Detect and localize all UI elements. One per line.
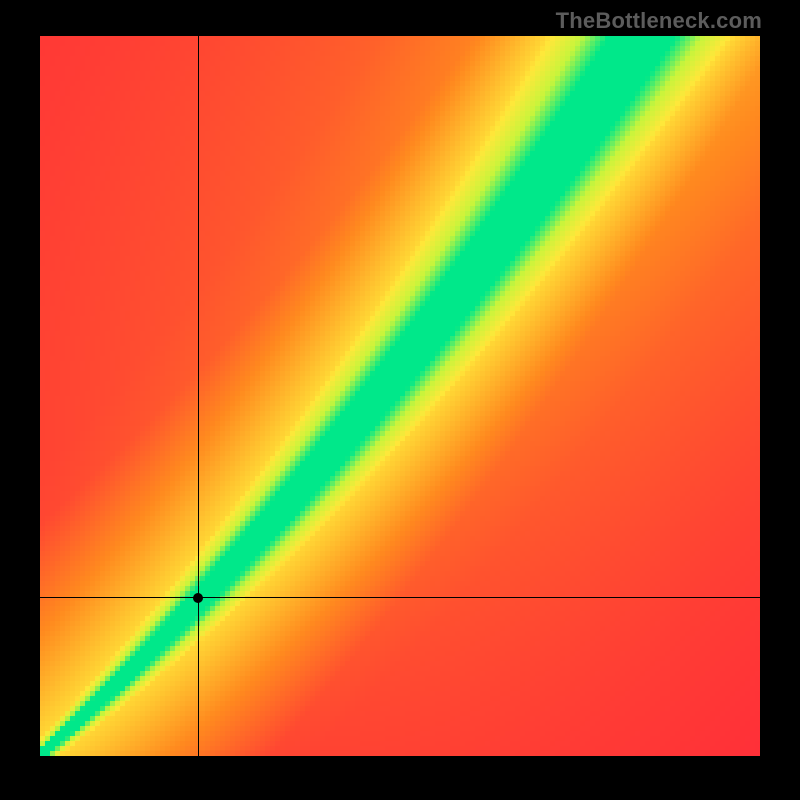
crosshair-dot <box>193 593 203 603</box>
watermark-text: TheBottleneck.com <box>556 8 762 34</box>
chart-container: TheBottleneck.com <box>0 0 800 800</box>
crosshair-vertical <box>198 36 199 756</box>
heatmap-canvas <box>40 36 760 756</box>
crosshair-horizontal <box>40 597 760 598</box>
heatmap-plot-area <box>40 36 760 756</box>
